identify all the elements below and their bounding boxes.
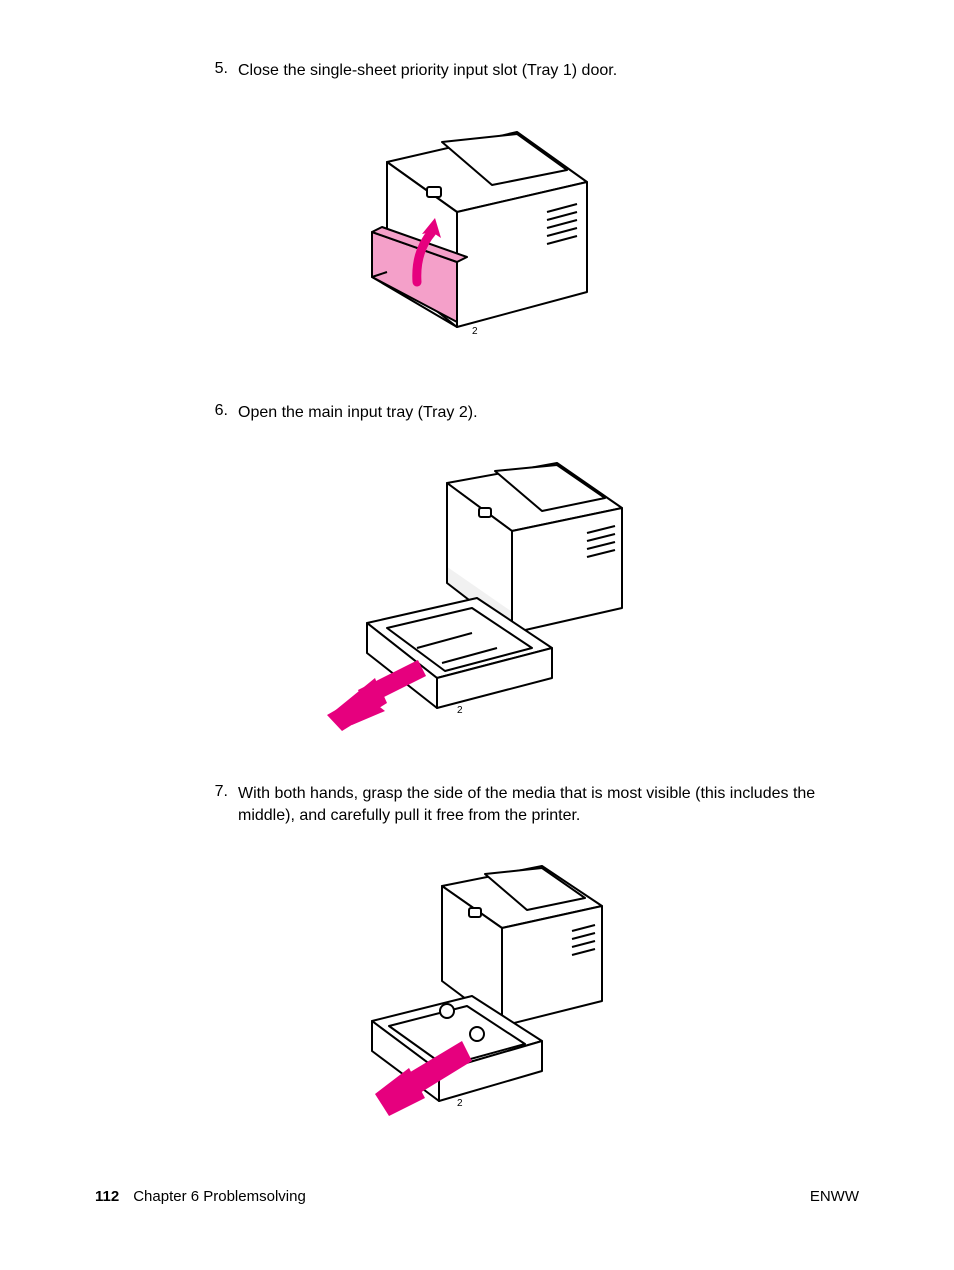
footer-left: 112 Chapter 6 Problemsolving (95, 1188, 306, 1205)
step-text: With both hands, grasp the side of the m… (238, 783, 859, 826)
footer-region: ENWW (810, 1188, 859, 1205)
svg-text:2: 2 (472, 326, 478, 337)
svg-text:2: 2 (457, 705, 463, 716)
printer-illustration-1-icon: 2 (337, 112, 617, 352)
figure-pull-media: 2 (95, 856, 859, 1121)
step-7: 7. With both hands, grasp the side of th… (95, 783, 859, 826)
step-6: 6. Open the main input tray (Tray 2). (95, 402, 859, 424)
printer-illustration-2-icon: 2 (307, 453, 647, 733)
step-number: 6. (210, 402, 238, 424)
step-text: Open the main input tray (Tray 2). (238, 402, 859, 424)
step-number: 7. (210, 783, 238, 826)
figure-open-tray2: 2 (95, 453, 859, 738)
page-number: 112 (95, 1188, 119, 1205)
page-footer: 112 Chapter 6 Problemsolving ENWW (95, 1188, 859, 1205)
step-number: 5. (210, 60, 238, 82)
step-text: Close the single-sheet priority input sl… (238, 60, 859, 82)
svg-text:2: 2 (457, 1098, 463, 1109)
chapter-label: Chapter 6 Problemsolving (133, 1188, 306, 1205)
page-content: 5. Close the single-sheet priority input… (0, 0, 954, 1121)
printer-illustration-3-icon: 2 (327, 856, 627, 1116)
figure-close-tray1: 2 (95, 112, 859, 357)
step-5: 5. Close the single-sheet priority input… (95, 60, 859, 82)
